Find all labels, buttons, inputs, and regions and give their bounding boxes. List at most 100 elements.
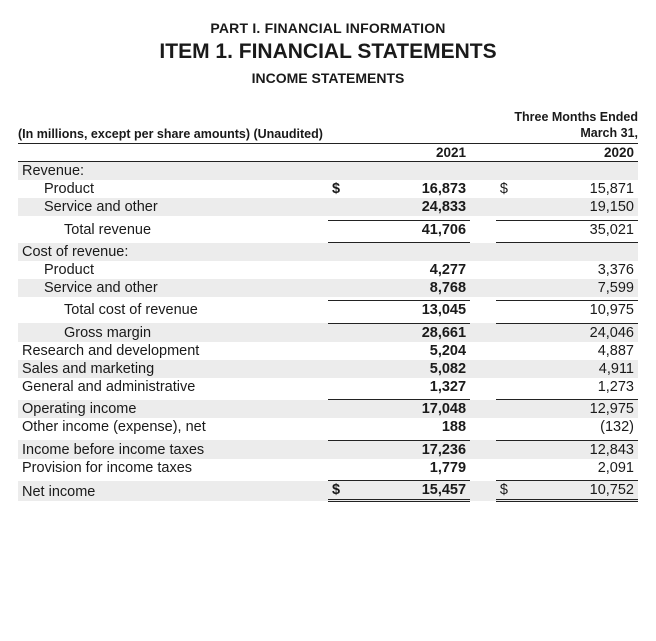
currency-symbol xyxy=(328,459,354,477)
table-row: Product 4,277 3,376 xyxy=(18,261,638,279)
units-note: (In millions, except per share amounts) … xyxy=(18,127,323,141)
table-row: Income before income taxes 17,236 12,843 xyxy=(18,440,638,459)
value-y2: 12,843 xyxy=(522,440,638,459)
table-row: Total revenue41,70635,021 xyxy=(18,220,638,239)
row-label: Product xyxy=(18,180,328,198)
value-y1: 1,327 xyxy=(354,378,470,396)
currency-symbol xyxy=(328,360,354,378)
value-y1: 24,833 xyxy=(354,198,470,216)
row-label: Sales and marketing xyxy=(18,360,328,378)
currency-symbol xyxy=(496,323,522,342)
row-label: Service and other xyxy=(18,279,328,297)
table-row: Cost of revenue: xyxy=(18,243,638,261)
value-y1: 5,082 xyxy=(354,360,470,378)
sub-title: INCOME STATEMENTS xyxy=(18,70,638,86)
row-label: Cost of revenue: xyxy=(18,243,328,261)
value-y2: (132) xyxy=(522,418,638,436)
value-y1: 5,204 xyxy=(354,342,470,360)
currency-symbol xyxy=(496,301,522,320)
table-row: Operating income 17,048 12,975 xyxy=(18,400,638,419)
value-y2 xyxy=(522,162,638,181)
row-label: Operating income xyxy=(18,400,328,419)
currency-symbol: $ xyxy=(328,180,354,198)
value-y1 xyxy=(354,162,470,181)
row-label: Net income xyxy=(18,481,328,501)
currency-symbol xyxy=(328,378,354,396)
table-row: Net income$15,457$10,752 xyxy=(18,481,638,501)
table-row: Revenue: xyxy=(18,162,638,181)
currency-symbol xyxy=(496,162,522,181)
table-row: Service and other 24,833 19,150 xyxy=(18,198,638,216)
row-label: Other income (expense), net xyxy=(18,418,328,436)
currency-symbol xyxy=(496,279,522,297)
currency-symbol xyxy=(496,261,522,279)
part-title: PART I. FINANCIAL INFORMATION xyxy=(18,20,638,36)
table-row: Product$16,873$15,871 xyxy=(18,180,638,198)
row-label: Total cost of revenue xyxy=(18,301,328,320)
currency-symbol xyxy=(328,342,354,360)
value-y2: 1,273 xyxy=(522,378,638,396)
value-y2: 3,376 xyxy=(522,261,638,279)
currency-symbol xyxy=(328,220,354,239)
item-title: ITEM 1. FINANCIAL STATEMENTS xyxy=(18,40,638,64)
value-y2: 19,150 xyxy=(522,198,638,216)
table-row: Provision for income taxes1,7792,091 xyxy=(18,459,638,477)
value-y2: 35,021 xyxy=(522,220,638,239)
income-statement-table: 2021 2020 Revenue:Product$16,873$15,871S… xyxy=(18,143,638,502)
col-header-blank xyxy=(18,144,328,162)
value-y1: 17,048 xyxy=(354,400,470,419)
value-y2: 24,046 xyxy=(522,323,638,342)
row-label: Provision for income taxes xyxy=(18,459,328,477)
value-y1: 15,457 xyxy=(354,481,470,501)
value-y1 xyxy=(354,243,470,261)
currency-symbol xyxy=(328,261,354,279)
currency-symbol xyxy=(496,198,522,216)
currency-symbol xyxy=(496,459,522,477)
currency-symbol: $ xyxy=(496,481,522,501)
row-label: Gross margin xyxy=(18,323,328,342)
value-y1: 13,045 xyxy=(354,301,470,320)
value-y2: 2,091 xyxy=(522,459,638,477)
value-y1: 28,661 xyxy=(354,323,470,342)
table-body: Revenue:Product$16,873$15,871Service and… xyxy=(18,162,638,501)
value-y2: 4,887 xyxy=(522,342,638,360)
currency-symbol xyxy=(328,418,354,436)
value-y2 xyxy=(522,243,638,261)
currency-symbol xyxy=(496,243,522,261)
table-row: Other income (expense), net 188 (132) xyxy=(18,418,638,436)
currency-symbol: $ xyxy=(328,481,354,501)
table-row: Total cost of revenue 13,045 10,975 xyxy=(18,301,638,320)
table-row: Gross margin 28,661 24,046 xyxy=(18,323,638,342)
value-y1: 16,873 xyxy=(354,180,470,198)
table-row: Sales and marketing 5,082 4,911 xyxy=(18,360,638,378)
period-label: Three Months Ended March 31, xyxy=(514,110,638,141)
value-y2: 10,975 xyxy=(522,301,638,320)
currency-symbol xyxy=(496,378,522,396)
currency-symbol xyxy=(328,243,354,261)
currency-symbol xyxy=(328,279,354,297)
value-y2: 15,871 xyxy=(522,180,638,198)
value-y1: 8,768 xyxy=(354,279,470,297)
value-y2: 4,911 xyxy=(522,360,638,378)
value-y2: 10,752 xyxy=(522,481,638,501)
row-label: Service and other xyxy=(18,198,328,216)
value-y2: 12,975 xyxy=(522,400,638,419)
row-label: Revenue: xyxy=(18,162,328,181)
row-label: Income before income taxes xyxy=(18,440,328,459)
value-y1: 4,277 xyxy=(354,261,470,279)
row-label: Product xyxy=(18,261,328,279)
currency-symbol: $ xyxy=(496,180,522,198)
value-y2: 7,599 xyxy=(522,279,638,297)
col-header-y1: 2021 xyxy=(354,144,470,162)
row-label: Total revenue xyxy=(18,220,328,239)
table-row: Service and other 8,768 7,599 xyxy=(18,279,638,297)
value-y1: 188 xyxy=(354,418,470,436)
value-y1: 17,236 xyxy=(354,440,470,459)
currency-symbol xyxy=(496,360,522,378)
currency-symbol xyxy=(328,198,354,216)
currency-symbol xyxy=(496,418,522,436)
currency-symbol xyxy=(496,400,522,419)
col-header-y2: 2020 xyxy=(522,144,638,162)
currency-symbol xyxy=(496,342,522,360)
currency-symbol xyxy=(328,323,354,342)
